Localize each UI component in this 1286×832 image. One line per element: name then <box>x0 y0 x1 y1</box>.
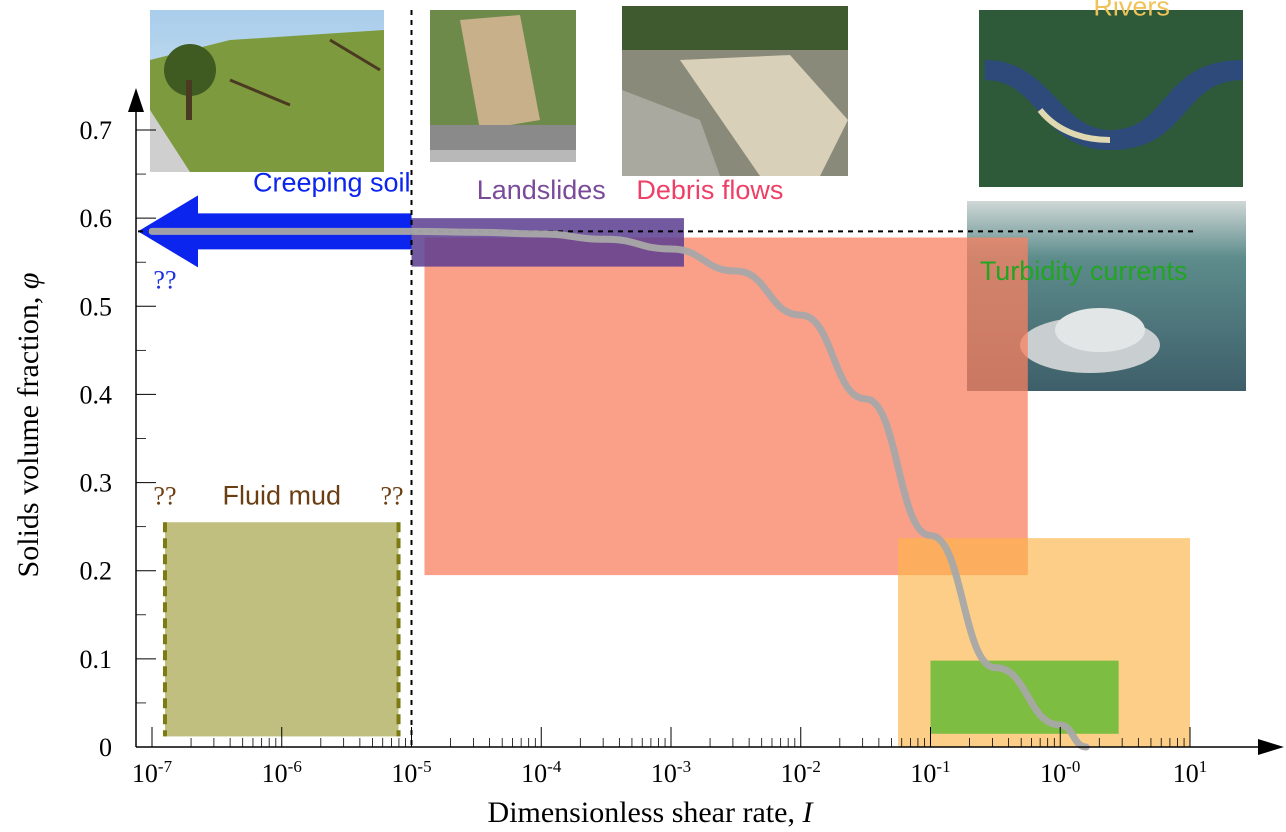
x-tick-label: 10-2 <box>781 757 821 788</box>
region-label-creeping-soil: Creeping soil <box>253 168 411 198</box>
x-tick-label: 10-1 <box>910 757 950 788</box>
x-tick-label: 10-6 <box>262 757 302 788</box>
uncertainty-label: ?? <box>380 482 403 511</box>
photo-landslide <box>430 10 576 162</box>
y-tick-label: 0.5 <box>80 292 113 321</box>
x-tick-label: 10-5 <box>391 757 431 788</box>
x-axis-arrowhead <box>1258 739 1284 755</box>
x-tick-label: 10-0 <box>1040 757 1080 788</box>
reference-lines <box>138 10 1196 747</box>
x-axis-label: Dimensionless shear rate, I <box>488 796 815 829</box>
region-layer <box>138 195 1190 747</box>
y-axis-label: Solids volume fraction, φ <box>12 273 45 578</box>
photo-river <box>979 10 1243 187</box>
region-label-debris-flows: Debris flows <box>636 175 783 205</box>
region-debris-flows <box>424 237 1028 576</box>
x-tick-label: 10-7 <box>132 757 173 788</box>
y-tick-label: 0.7 <box>80 116 113 145</box>
y-tick-label: 0 <box>99 733 112 762</box>
uncertainty-label: ?? <box>153 482 176 511</box>
label-layer: Debris flows Rivers Turbidity currents Land… <box>153 0 1187 511</box>
y-tick-label: 0.3 <box>80 469 113 498</box>
rheology-curve-layer <box>148 227 1090 751</box>
x-tick-label: 10-3 <box>651 757 691 788</box>
region-label-landslides: Landslides <box>477 175 606 205</box>
region-label-turbidity-currents: Turbidity currents <box>980 256 1188 286</box>
x-tick-label: 10-4 <box>521 757 562 788</box>
region-label-fluid-mud: Fluid mud <box>222 481 341 511</box>
y-tick-label: 0.2 <box>80 557 113 586</box>
axes: 10-7 10-6 10-5 10-4 10-3 10-2 10-1 10-0 101 0 0.1 0… <box>12 88 1284 829</box>
photo-creeping-soil <box>150 10 384 172</box>
rheology-curve <box>148 227 1090 751</box>
y-tick-label: 0.6 <box>80 204 113 233</box>
y-tick-label: 0.1 <box>80 645 113 674</box>
x-tick-label: 101 <box>1173 757 1208 788</box>
photo-debris-flow <box>622 6 848 176</box>
region-label-rivers: Rivers <box>1093 0 1170 21</box>
region-fluid-mud <box>164 522 399 737</box>
y-tick-label: 0.4 <box>80 380 113 409</box>
y-axis-arrowhead <box>128 88 144 112</box>
uncertainty-label: ?? <box>153 266 176 295</box>
